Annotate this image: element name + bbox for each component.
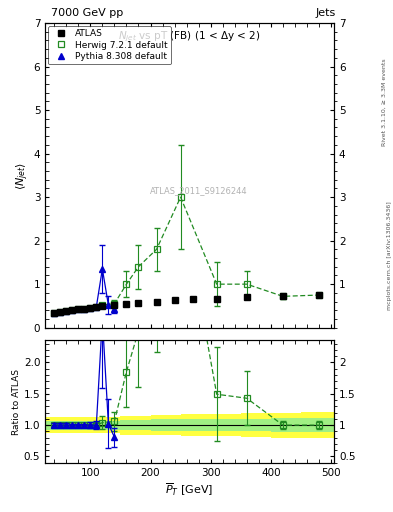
Pythia 8.308 default (106, 302, 111, 308)
Pythia 8.308 default (64, 308, 69, 314)
Herwig 7.2.1 default (124, 281, 129, 287)
Text: Jets: Jets (316, 8, 336, 18)
ATLAS (154, 298, 159, 305)
ATLAS (172, 297, 177, 303)
ATLAS (70, 307, 75, 313)
Herwig 7.2.1 default (82, 306, 87, 312)
Herwig 7.2.1 default (317, 292, 321, 298)
Herwig 7.2.1 default (100, 302, 105, 308)
Pythia 8.308 default (76, 306, 81, 312)
Text: 7000 GeV pp: 7000 GeV pp (51, 8, 123, 18)
ATLAS (244, 294, 249, 300)
Herwig 7.2.1 default (88, 305, 93, 311)
Y-axis label: Ratio to ATLAS: Ratio to ATLAS (12, 369, 21, 435)
Pythia 8.308 default (52, 310, 57, 316)
ATLAS (52, 310, 57, 316)
Herwig 7.2.1 default (94, 304, 99, 310)
Herwig 7.2.1 default (136, 264, 141, 270)
X-axis label: $\overline{P}_T$ [GeV]: $\overline{P}_T$ [GeV] (165, 481, 214, 498)
ATLAS (76, 306, 81, 312)
Pythia 8.308 default (100, 266, 105, 272)
Herwig 7.2.1 default (154, 246, 159, 252)
Herwig 7.2.1 default (112, 301, 117, 307)
Herwig 7.2.1 default (214, 281, 219, 287)
Pythia 8.308 default (70, 307, 75, 313)
Herwig 7.2.1 default (281, 293, 285, 300)
Pythia 8.308 default (58, 309, 62, 315)
ATLAS (136, 300, 141, 306)
ATLAS (100, 303, 105, 309)
Herwig 7.2.1 default (76, 306, 81, 312)
ATLAS (124, 301, 129, 307)
ATLAS (317, 292, 321, 298)
ATLAS (94, 304, 99, 310)
Legend: ATLAS, Herwig 7.2.1 default, Pythia 8.308 default: ATLAS, Herwig 7.2.1 default, Pythia 8.30… (48, 26, 171, 65)
Text: mcplots.cern.ch [arXiv:1306.3436]: mcplots.cern.ch [arXiv:1306.3436] (387, 202, 391, 310)
ATLAS (281, 293, 285, 300)
Pythia 8.308 default (94, 304, 99, 310)
Pythia 8.308 default (88, 305, 93, 311)
Text: ATLAS_2011_S9126244: ATLAS_2011_S9126244 (149, 186, 247, 195)
ATLAS (58, 309, 62, 315)
Herwig 7.2.1 default (58, 309, 62, 315)
Herwig 7.2.1 default (64, 308, 69, 314)
Pythia 8.308 default (82, 306, 87, 312)
ATLAS (88, 305, 93, 311)
ATLAS (112, 302, 117, 308)
ATLAS (64, 308, 69, 314)
Herwig 7.2.1 default (52, 310, 57, 316)
Herwig 7.2.1 default (178, 194, 183, 200)
Line: Herwig 7.2.1 default: Herwig 7.2.1 default (51, 194, 322, 316)
Text: $N_{jet}$ vs pT (FB) (1 < $\Delta$y < 2): $N_{jet}$ vs pT (FB) (1 < $\Delta$y < 2) (118, 29, 261, 44)
Line: ATLAS: ATLAS (51, 292, 322, 316)
Y-axis label: $\langle N_{jet}\rangle$: $\langle N_{jet}\rangle$ (15, 161, 31, 189)
ATLAS (190, 296, 195, 303)
Pythia 8.308 default (112, 306, 117, 312)
Line: Pythia 8.308 default: Pythia 8.308 default (51, 266, 118, 316)
Herwig 7.2.1 default (244, 281, 249, 287)
Herwig 7.2.1 default (70, 307, 75, 313)
ATLAS (82, 306, 87, 312)
Text: Rivet 3.1.10, ≥ 3.3M events: Rivet 3.1.10, ≥ 3.3M events (382, 58, 387, 146)
ATLAS (214, 295, 219, 302)
